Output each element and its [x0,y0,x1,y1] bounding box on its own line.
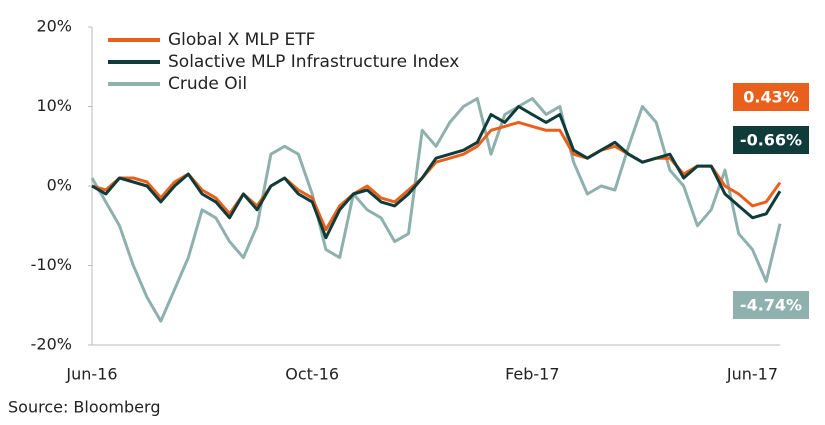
x-tick-label: Feb-17 [505,365,559,384]
end-label: -0.66% [740,131,802,150]
y-tick-label: -10% [31,255,72,274]
y-tick-label: 20% [36,17,72,36]
legend-label: Solactive MLP Infrastructure Index [168,52,459,72]
end-label-box [733,291,809,319]
legend-label: Crude Oil [168,74,247,94]
end-label-box [733,83,809,111]
series-line [91,120,782,232]
series-line [90,97,782,323]
source-note: Source: Bloomberg [8,398,160,417]
end-label: -4.74% [740,296,802,315]
y-tick-label: 0% [47,176,72,195]
y-tick-label: 10% [36,96,72,115]
x-tick-label: Oct-16 [285,365,339,384]
legend-label: Global X MLP ETF [168,30,315,50]
series-line [91,105,782,240]
x-tick-label: Jun-16 [65,365,117,384]
end-label-box [733,126,809,154]
x-tick-label: Jun-17 [726,365,778,384]
y-tick-label: -20% [31,335,72,354]
end-label: 0.43% [743,88,799,107]
